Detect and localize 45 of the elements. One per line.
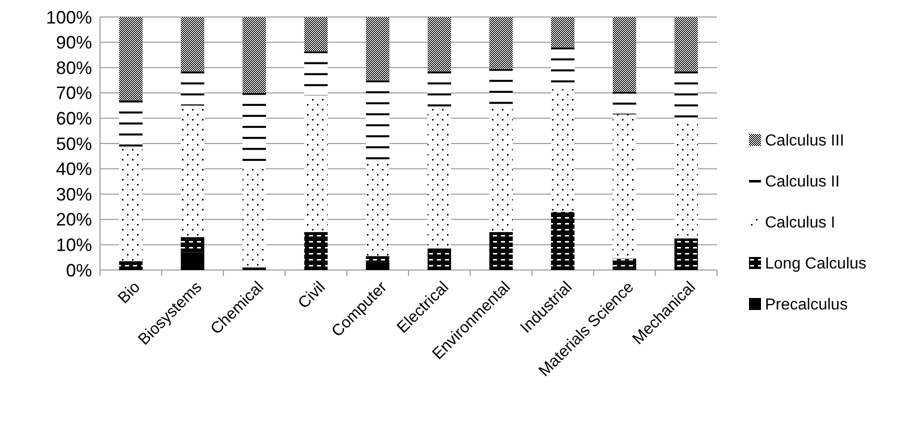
- bar: [674, 238, 698, 268]
- bar: [428, 267, 452, 270]
- x-tick-label: Bio: [115, 278, 144, 308]
- legend-label: Calculus III: [765, 132, 844, 150]
- bar: [180, 252, 204, 270]
- y-tick-label: 40%: [56, 159, 92, 180]
- bar: [674, 267, 698, 270]
- y-tick-label: 10%: [56, 235, 92, 255]
- bar: [551, 266, 574, 270]
- bar: [304, 267, 328, 270]
- bar: [612, 258, 636, 269]
- bar: [304, 17, 328, 52]
- bar: [304, 232, 328, 268]
- bar: [428, 248, 452, 268]
- bar: [119, 17, 143, 100]
- y-tick-label: 90%: [56, 32, 92, 53]
- bar: [674, 17, 698, 72]
- bar: [366, 262, 390, 270]
- legend-label: Precalculus: [765, 296, 848, 314]
- y-tick-label: 50%: [56, 134, 92, 154]
- bar: [612, 17, 636, 92]
- bar: [428, 17, 452, 72]
- bar: [489, 232, 513, 268]
- bar: [366, 17, 390, 80]
- x-tick-label: Civil: [295, 278, 329, 312]
- bar: [551, 212, 574, 266]
- bar: [489, 17, 513, 69]
- legend-label: Calculus I: [765, 214, 836, 232]
- y-tick-label: 60%: [56, 108, 92, 128]
- bar: [551, 17, 574, 48]
- y-tick-label: 0%: [66, 260, 92, 280]
- text: Calculus II: [765, 174, 840, 191]
- bar: [180, 17, 204, 72]
- y-tick-label: 100%: [46, 7, 92, 28]
- bar: [242, 17, 266, 93]
- bar: [119, 267, 143, 270]
- bar: [119, 261, 143, 268]
- bar: [366, 256, 390, 262]
- y-tick-label: 70%: [56, 83, 92, 104]
- bar: [180, 237, 204, 252]
- y-tick-label: 30%: [56, 184, 92, 204]
- y-tick-label: 20%: [56, 210, 92, 230]
- legend-label: Long Calculus: [765, 256, 866, 273]
- y-tick-label: 80%: [56, 58, 92, 78]
- bar: [489, 267, 513, 270]
